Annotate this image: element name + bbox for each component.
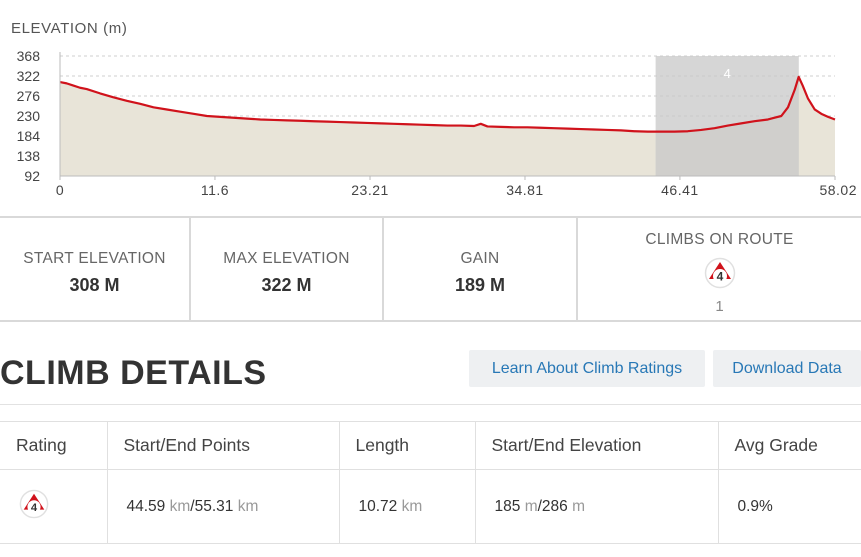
table-header-row: Rating Start/End Points Length Start/End…	[0, 421, 861, 470]
y-tick-label: 322	[17, 68, 41, 84]
download-data-button[interactable]: Download Data	[713, 350, 861, 387]
col-header-rating[interactable]: Rating	[0, 421, 108, 470]
col-header-grade[interactable]: Avg Grade	[717, 421, 861, 470]
climb-region	[655, 56, 799, 176]
table-row[interactable]: 4 44.59 km/55.31 km 10.72 km 185 m/286 m…	[0, 469, 861, 544]
cell-elevation: 185 m/286 m	[474, 469, 719, 544]
climb-details-table: Rating Start/End Points Length Start/End…	[0, 421, 861, 544]
length-value: 10.72	[358, 497, 398, 515]
col-header-elevation[interactable]: Start/End Elevation	[474, 421, 719, 470]
stat-value: 189 M	[454, 275, 506, 295]
unit-m: m	[572, 497, 586, 515]
learn-climb-ratings-button[interactable]: Learn About Climb Ratings	[469, 350, 705, 387]
y-tick-label: 230	[17, 108, 41, 124]
stat-label: GAIN	[460, 250, 500, 267]
end-elevation-value: 286	[541, 497, 568, 515]
y-tick-label: 138	[17, 148, 41, 164]
cell-rating: 4	[0, 469, 108, 544]
stat-max-elevation: MAX ELEVATION 322 M	[191, 218, 384, 320]
col-header-points[interactable]: Start/End Points	[106, 421, 340, 470]
x-tick-label: 34.81	[506, 182, 544, 198]
stat-gain: GAIN 189 M	[384, 218, 578, 320]
stat-label: START ELEVATION	[23, 250, 166, 267]
unit-km: km	[401, 497, 423, 515]
elevation-chart: ELEVATION (m) 368 322 276 230 184 138 92 4 0 11.6…	[0, 0, 861, 215]
badge-number: 4	[716, 270, 723, 284]
stats-bar: START ELEVATION 308 M MAX ELEVATION 322 …	[0, 216, 861, 322]
x-tick-label: 23.21	[351, 182, 389, 198]
stat-climbs-on-route: CLIMBS ON ROUTE 4 1	[578, 218, 861, 320]
x-tick-label: 58.02	[819, 182, 857, 198]
separator: /	[190, 497, 195, 515]
unit-km: km	[169, 497, 191, 515]
y-tick-label: 184	[17, 128, 41, 144]
y-tick-label: 276	[17, 88, 41, 104]
stat-start-elevation: START ELEVATION 308 M	[0, 218, 191, 320]
y-tick-label: 368	[17, 48, 41, 64]
end-point-value: 55.31	[194, 497, 234, 515]
separator: /	[537, 497, 542, 515]
climb-region-label: 4	[724, 66, 731, 81]
elevation-line	[59, 75, 836, 133]
section-title: CLIMB DETAILS	[0, 354, 267, 392]
climb-count: 1	[715, 298, 724, 315]
unit-m: m	[524, 497, 538, 515]
stat-label: MAX ELEVATION	[223, 250, 350, 267]
badge-number: 4	[31, 502, 38, 514]
cell-points: 44.59 km/55.31 km	[106, 469, 340, 544]
cell-avg-grade: 0.9%	[717, 469, 861, 544]
elevation-plot[interactable]: 368 322 276 230 184 138 92 4 0 11.6 23.21 34.81 46.4…	[0, 0, 861, 215]
cell-length: 10.72 km	[338, 469, 476, 544]
unit-km: km	[237, 497, 259, 515]
y-tick-label: 92	[24, 168, 40, 184]
climb-rating-badge-icon[interactable]: 4	[19, 489, 49, 519]
chart-title: ELEVATION (m)	[11, 20, 128, 37]
col-header-length[interactable]: Length	[338, 421, 476, 470]
divider	[0, 404, 861, 405]
start-point-value: 44.59	[126, 497, 166, 515]
stat-value: 308 M	[69, 275, 120, 295]
climb-rating-badge-icon[interactable]: 4	[704, 257, 736, 294]
start-elevation-value: 185	[494, 497, 521, 515]
stat-label: CLIMBS ON ROUTE	[645, 231, 794, 248]
x-tick-label: 0	[56, 182, 64, 198]
x-tick-label: 11.6	[201, 182, 229, 198]
x-tick-label: 46.41	[661, 182, 699, 198]
stat-value: 322 M	[261, 275, 312, 295]
